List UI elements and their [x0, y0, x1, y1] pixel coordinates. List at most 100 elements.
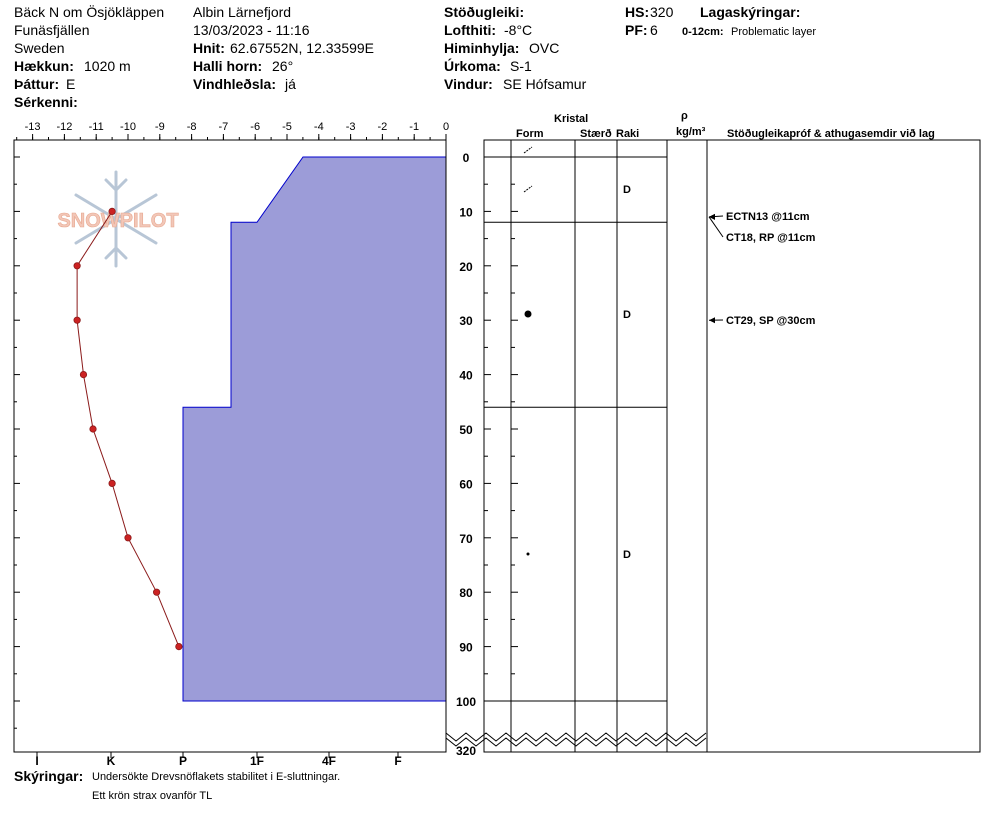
aspect-label: Þáttur:	[14, 76, 60, 92]
density-symbol: ρ	[681, 110, 688, 122]
depth-tick-label: 80	[459, 586, 473, 600]
test-label: CT18, RP @11cm	[726, 232, 816, 244]
hardness-tick-label: F	[394, 754, 401, 768]
precip-value: S-1	[510, 58, 532, 74]
temperature-point	[124, 534, 132, 542]
temperature-point	[108, 479, 116, 487]
observer: Albin Lärnefjord	[193, 4, 292, 20]
depth-tick-label: 50	[459, 423, 473, 437]
tests-header: Stöðugleikapróf & athugasemdir við lag	[727, 128, 935, 140]
table-border	[483, 139, 981, 753]
rounded-grain-icon	[524, 310, 532, 318]
depth-tick-label: 40	[459, 369, 473, 383]
hs-value: 320	[650, 4, 674, 20]
layer-note-range: 0-12cm:	[682, 26, 724, 38]
temperature-point	[73, 316, 81, 324]
moisture-value: D	[623, 184, 631, 196]
depth-bottom-label: 320	[456, 744, 476, 758]
arrow-icon	[709, 213, 715, 220]
temp-tick-label: -12	[56, 121, 72, 133]
depth-tick-label: 100	[456, 695, 476, 709]
precip-label: Úrkoma:	[444, 58, 501, 74]
temp-tick-label: -5	[282, 121, 292, 133]
pf-label: PF:	[625, 22, 648, 38]
layer-table: D D D ECTN13 @11cm CT18, RP @11cm CT29, SP @3…	[445, 139, 981, 753]
depth-tick-label: 60	[459, 477, 473, 491]
chart-frame	[13, 139, 447, 753]
temp-tick-label: -10	[120, 121, 136, 133]
watermark-text: SNOWPILOT	[57, 210, 178, 232]
elevation-label: Hækkun:	[14, 58, 74, 74]
depth-tick-label: 20	[459, 260, 473, 274]
features-label: Sérkenni:	[14, 94, 78, 110]
temp-tick-label: -7	[219, 121, 229, 133]
layer-notes-label: Lagaskýringar:	[700, 4, 801, 20]
depth-tick-label: 10	[459, 205, 473, 219]
form-header: Form	[516, 128, 544, 140]
hardness-tick-label: 4F	[322, 754, 336, 768]
range: Funäsfjällen	[14, 22, 90, 38]
hardness-tick-label: P	[179, 754, 187, 768]
temp-tick-label: -6	[250, 121, 260, 133]
temperature-point	[73, 262, 81, 270]
temp-tick-label: 0	[443, 121, 449, 133]
depth-tick-label: 30	[459, 314, 473, 328]
arrow-icon	[709, 317, 715, 324]
temperature-point	[108, 207, 116, 215]
temp-tick-label: -2	[378, 121, 388, 133]
sky-label: Himinhylja:	[444, 40, 520, 56]
density-unit: kg/m³	[676, 126, 706, 138]
hardness-area	[182, 156, 447, 702]
moisture-header: Raki	[616, 128, 640, 140]
plot-border	[13, 139, 447, 753]
hs-label: HS:	[625, 4, 650, 20]
snowflake-icon	[74, 170, 158, 268]
datetime: 13/03/2023 - 11:16	[193, 22, 310, 38]
decomposing-icon	[523, 185, 533, 193]
aspect-value: E	[66, 76, 76, 92]
decomposing-icon	[523, 146, 533, 154]
hardness-tick-label: I	[35, 754, 38, 768]
coords-label: Hnit:	[193, 40, 225, 56]
test-label: CT29, SP @30cm	[726, 315, 816, 327]
size-header: Stærð	[580, 128, 612, 140]
air-temp-label: Lofthiti:	[444, 22, 497, 38]
temperature-point	[89, 425, 97, 433]
temp-tick-label: -11	[89, 121, 104, 133]
coords-value: 62.67552N, 12.33599E	[230, 40, 375, 56]
pf-value: 6	[650, 22, 658, 38]
wind-value: SE Hófsamur	[503, 76, 587, 92]
test-label: ECTN13 @11cm	[726, 211, 810, 223]
small-grain-icon	[526, 552, 530, 556]
moisture-value: D	[623, 309, 631, 321]
test-pointer	[708, 216, 724, 238]
depth-tick-label: 70	[459, 532, 473, 546]
crystal-header: Kristal	[554, 113, 589, 125]
comment-line-1: Undersökte Drevsnöflakets stabilitet i E…	[92, 771, 341, 783]
temp-tick-label: -13	[25, 121, 41, 133]
wind-label: Vindur:	[444, 76, 493, 92]
depth-tick-label: 90	[459, 641, 473, 655]
elevation-value: 1020 m	[84, 58, 131, 74]
break-line	[445, 732, 707, 742]
temperature-profile	[73, 207, 183, 651]
comment-line-2: Ett krön strax ovanför TL	[92, 790, 213, 802]
air-temp-value: -8°C	[504, 22, 533, 38]
temp-tick-label: -9	[155, 121, 165, 133]
moisture-value: D	[623, 549, 631, 561]
snowpilot-logo: SNOWPILOT	[57, 170, 179, 268]
hardness-tick-label: 1F	[250, 754, 264, 768]
location: Bäck N om Ösjökläppen	[14, 4, 165, 20]
slope-value: 26°	[272, 58, 294, 74]
country: Sweden	[14, 40, 65, 56]
temperature-point	[153, 588, 161, 596]
temp-tick-label: -4	[314, 121, 324, 133]
temperature-point	[79, 370, 88, 379]
temperature-point	[175, 642, 183, 651]
comments-label: Skýringar:	[14, 768, 84, 784]
wind-loading-label: Vindhleðsla:	[193, 76, 276, 92]
temp-tick-label: -1	[409, 121, 419, 133]
temp-tick-label: -8	[187, 121, 197, 133]
hardness-tick-label: K	[107, 754, 116, 768]
